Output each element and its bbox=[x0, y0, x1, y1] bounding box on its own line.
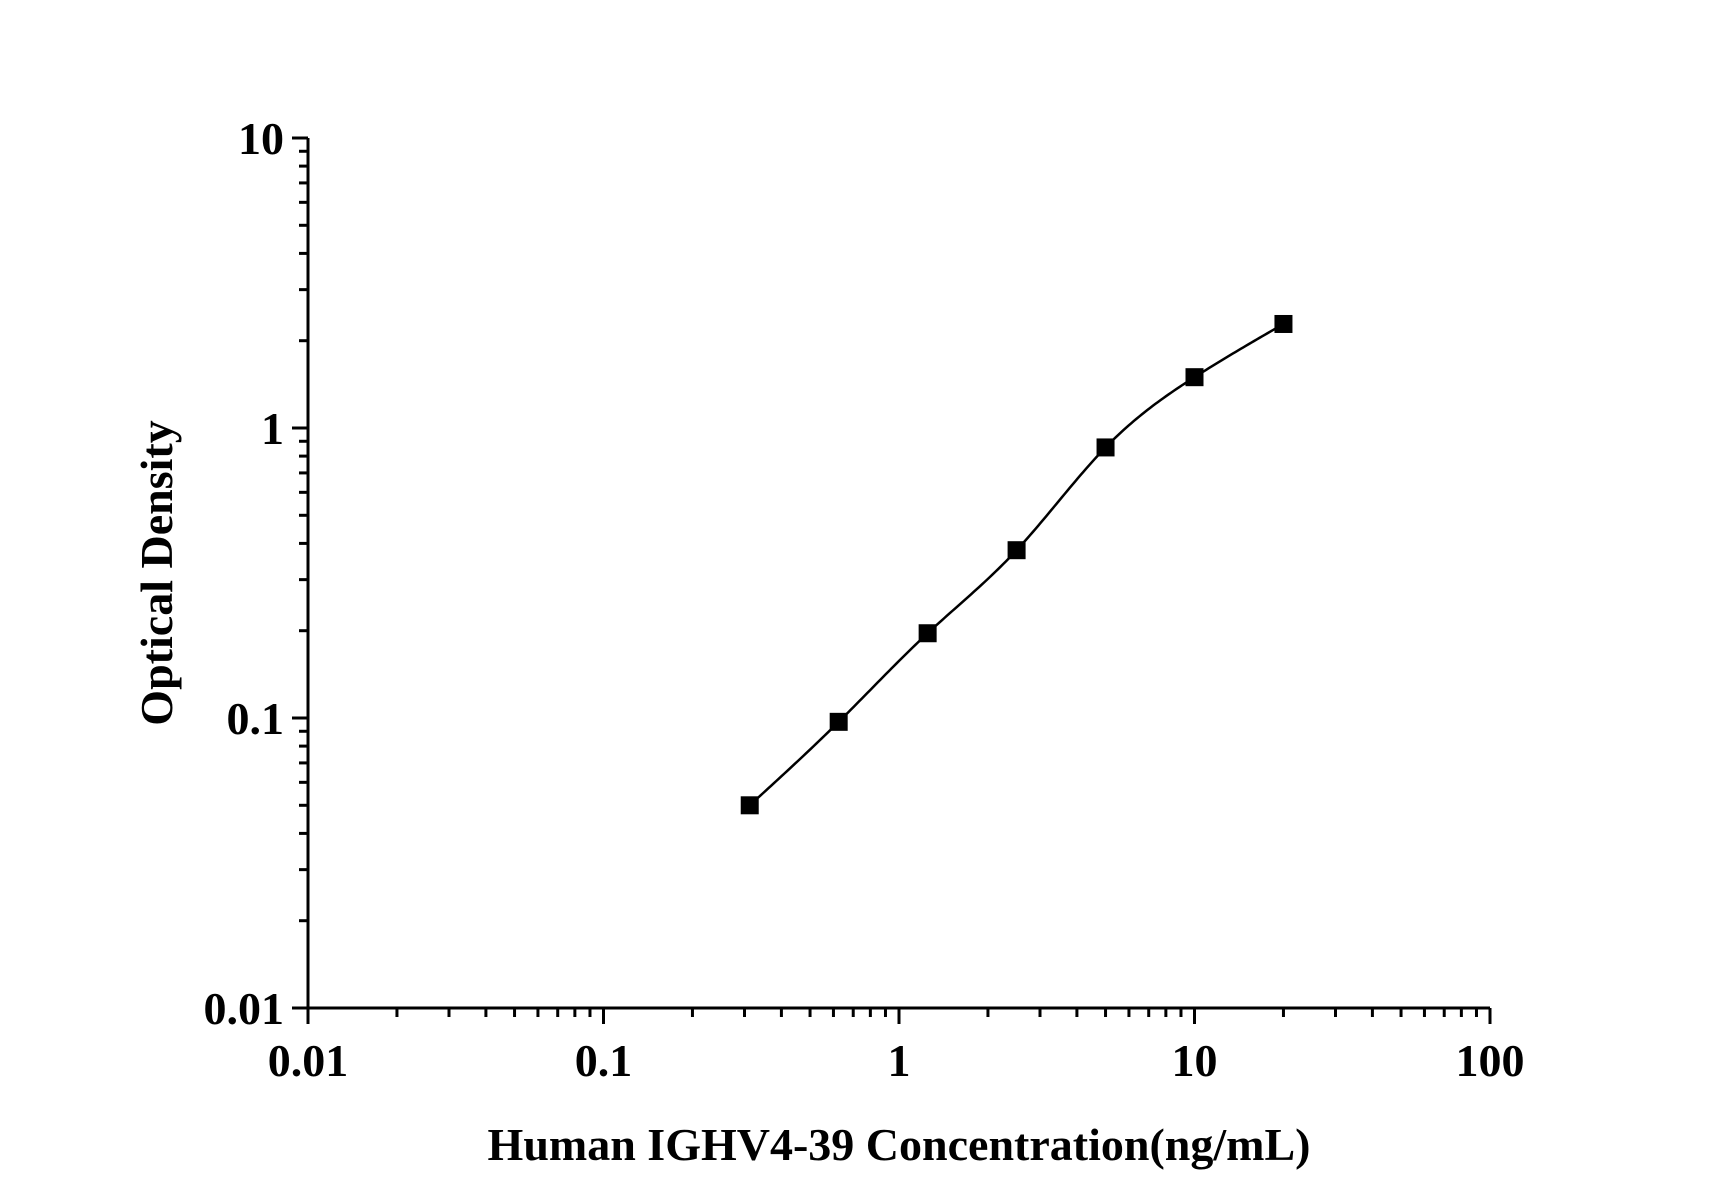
x-tick-label: 1 bbox=[888, 1035, 911, 1086]
ticks bbox=[292, 136, 1492, 1024]
y-tick-label: 0.1 bbox=[227, 693, 285, 744]
x-tick-label: 100 bbox=[1456, 1035, 1525, 1086]
y-tick-label: 1 bbox=[261, 403, 284, 454]
data-markers bbox=[740, 314, 1293, 815]
x-tick-label: 0.01 bbox=[268, 1035, 349, 1086]
y-axis-title: Optical Density bbox=[131, 420, 182, 725]
data-point bbox=[1096, 438, 1115, 457]
fit-curve bbox=[748, 322, 1285, 807]
x-axis-title: Human IGHV4-39 Concentration(ng/mL) bbox=[488, 1119, 1311, 1170]
data-point bbox=[1007, 541, 1026, 560]
y-tick-label: 0.01 bbox=[204, 983, 285, 1034]
data-point bbox=[918, 624, 937, 643]
x-tick-label: 10 bbox=[1172, 1035, 1218, 1086]
x-tick-label: 0.1 bbox=[575, 1035, 633, 1086]
data-point bbox=[740, 796, 759, 815]
data-point bbox=[1274, 314, 1293, 333]
axes bbox=[306, 138, 1490, 1010]
data-point bbox=[1185, 368, 1204, 387]
y-tick-label: 10 bbox=[238, 113, 284, 164]
tick-labels: 0.01 0.1 1 10 100 0.01 0.1 1 10 bbox=[204, 113, 1525, 1086]
data-point bbox=[829, 712, 848, 731]
